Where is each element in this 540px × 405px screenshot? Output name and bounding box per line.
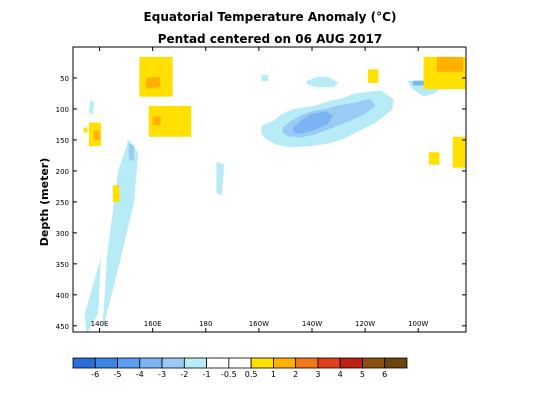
anomaly-region-neg1 [102,139,139,332]
y-tick-label: 150 [56,137,69,145]
x-tick-label: 160W [249,320,269,328]
colorbar-label: -0.5 [221,370,237,379]
colorbar-label: 2 [293,370,298,379]
anomaly-region-pos1 [83,127,88,133]
colorbar-label: 4 [338,370,343,379]
x-axis: 140E 160E 180 160W 140W 120W 100W [91,47,428,332]
y-tick-label: 300 [56,230,69,238]
anomaly-region-neg1 [88,99,95,116]
x-tick-label: 140W [302,320,322,328]
x-tick-label: 120W [355,320,375,328]
anomaly-region-pos1 [148,105,192,137]
colorbar-swatch [384,357,408,369]
colorbar-swatch [362,357,386,369]
anomaly-region-neg3 [293,111,334,134]
y-axis-label: Depth (meter) [38,158,51,247]
anomaly-region-neg1 [84,257,101,332]
y-tick-label: 400 [56,292,69,300]
anomaly-region-neg1 [216,161,225,196]
chart-subtitle: Pentad centered on 06 AUG 2017 [158,32,383,46]
anomaly-region-neg2 [128,143,135,162]
colorbar-swatch [295,357,319,369]
y-tick-label: 50 [60,75,69,83]
colorbar: -6 -5 -4 -3 -2 -1 -0.5 0.5 1 2 3 4 5 6 [72,357,408,379]
anomaly-region-pos1 [139,56,173,97]
colorbar-swatch [183,357,207,369]
colorbar-label: 0.5 [245,370,258,379]
colorbar-label: -1 [203,370,211,379]
colorbar-swatch [339,357,363,369]
colorbar-swatch [206,357,230,369]
plot-background [73,47,466,332]
colorbar-swatch [272,357,297,369]
x-tick-label: 180 [199,320,212,328]
colorbar-label: -2 [180,370,188,379]
colorbar-swatch [117,357,141,369]
anomaly-region-neg1 [122,188,128,196]
plot-frame [72,46,467,333]
anomaly-region-pos1 [367,69,379,83]
anomaly-region-neg1 [261,74,269,82]
colorbar-swatch [161,357,185,369]
anomaly-region-pos1 [428,152,440,165]
colorbar-label: 1 [271,370,276,379]
plot-area: 140E 160E 180 160W 140W 120W 100W 50 100 150 200 2… [56,46,467,333]
colorbar-label: -6 [91,370,99,379]
colorbar-label: -4 [136,370,144,379]
anomaly-region-pos1 [452,136,466,168]
y-tick-label: 200 [56,168,69,176]
colorbar-swatch [228,357,252,369]
anomaly-region-pos2 [146,76,161,89]
y-tick-label: 100 [56,106,69,114]
y-tick-label: 350 [56,261,69,269]
y-tick-label: 450 [56,323,69,331]
colorbar-label: 6 [382,370,387,379]
colorbar-swatch [139,357,163,369]
colorbar-swatch [250,357,274,369]
anomaly-region-pos1 [112,185,120,202]
y-axis: 50 100 150 200 250 300 350 400 450 [56,75,466,331]
x-tick-label: 160E [144,320,162,328]
y-tick-label: 250 [56,199,69,207]
anomaly-region-pos2 [436,56,464,72]
anomaly-region-neg1 [306,76,339,88]
colorbar-label: 5 [360,370,365,379]
colorbar-label: 3 [315,370,320,379]
colorbar-label: -3 [158,370,166,379]
chart-title: Equatorial Temperature Anomaly (°C) [144,10,397,24]
anomaly-region-pos2 [152,116,161,126]
colorbar-swatch [317,357,341,369]
x-tick-label: 100W [408,320,428,328]
anomaly-region-neg3 [412,81,424,86]
anomaly-region-pos2 [94,130,100,140]
anomaly-regions [83,56,466,332]
colorbar-label: -5 [114,370,122,379]
colorbar-swatch [94,357,118,369]
x-tick-label: 140E [91,320,109,328]
colorbar-swatch [72,357,96,369]
